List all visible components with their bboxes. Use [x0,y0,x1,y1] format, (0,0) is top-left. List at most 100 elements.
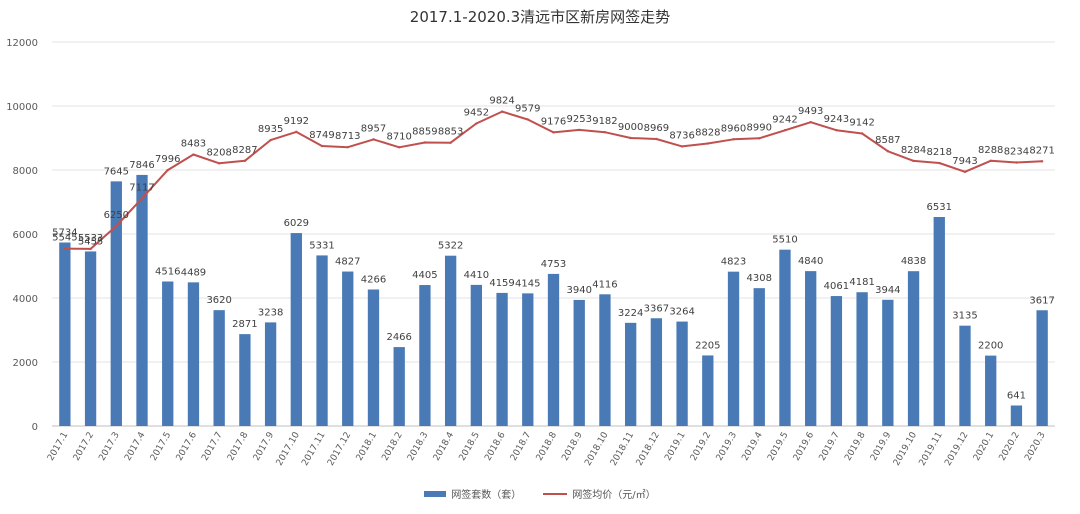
bar [727,271,740,426]
x-tick-label: 2018.10 [583,430,610,467]
bar [110,181,122,426]
line-point [140,197,144,200]
bar [779,249,791,426]
legend-label-bar: 网签套数（套） [451,490,522,501]
bar [1036,310,1048,426]
x-tick-label: 2019.7 [818,431,842,463]
bar-value-label: 2466 [386,332,411,343]
x-tick-label: 2017.12 [326,431,353,468]
line-point [552,131,555,134]
bar-value-label: 3135 [952,311,977,322]
legend-swatch-bar [424,490,447,497]
line-point [115,224,118,228]
legend-item-bar[interactable]: 网签套数（套） [424,486,521,501]
bar-series [59,174,1048,426]
bar [753,288,765,426]
line-value-label: 8736 [669,130,694,141]
y-tick-label: 0 [32,422,38,433]
x-tick-label: 2020.2 [998,431,1022,463]
line-point [603,130,607,134]
bar [393,347,405,426]
bar [213,310,225,426]
line-value-label: 8990 [747,122,772,133]
bar [907,271,920,426]
bar [187,282,200,426]
bar [933,217,945,426]
x-tick-label: 2020.3 [1023,431,1047,463]
line-point [192,153,195,156]
line-value-label: 8969 [644,123,669,134]
line-value-label: 9142 [849,117,874,128]
line-value-label: 7996 [155,154,180,165]
x-tick-label: 2018.3 [406,431,430,463]
line-point [346,145,349,149]
bar [959,325,971,426]
line-value-label: 8713 [335,131,360,142]
bar-value-label: 7645 [104,166,129,177]
y-tick-label: 6000 [13,230,38,241]
line-point [912,159,915,163]
line-value-label: 9000 [618,122,643,133]
bar-value-label: 4181 [849,277,874,288]
legend-label-line: 网签均价（元/㎡） [572,490,656,501]
x-tick-label: 2017.9 [252,430,277,463]
line-point [475,122,478,125]
line-point [629,136,632,140]
line-point [783,129,787,132]
bar [573,299,585,426]
bar [419,285,431,426]
bar-value-label: 4823 [721,257,746,268]
bar-value-label: 4308 [747,273,772,284]
line-series [63,110,1044,251]
bar [59,242,71,426]
bar-value-label: 4405 [412,270,437,281]
line-value-label: 8288 [978,145,1003,156]
bar [830,296,843,426]
line-value-label: 8960 [721,123,746,134]
line-value-label: 6250 [104,210,129,221]
bar-value-label: 6029 [284,218,309,229]
x-tick-label: 2018.8 [535,430,560,463]
bar [676,321,688,426]
x-tick-label: 2017.3 [97,431,121,463]
bar-value-label: 4753 [541,259,566,270]
line-value-label: 8749 [309,130,334,141]
line-value-label: 9176 [541,116,566,127]
line-value-label: 8284 [901,145,926,156]
line-point [423,141,427,144]
x-tick-label: 2018.1 [355,431,379,463]
line-point [860,132,864,135]
line-point [63,247,67,250]
line-value-label: 8587 [875,135,900,146]
line-value-label: 8853 [438,127,463,138]
line-point [217,162,221,165]
line-value-label: 9242 [772,114,797,125]
y-tick-label: 4000 [13,294,38,305]
line-value-label: 5533 [78,233,103,244]
bar [444,255,457,426]
x-tick-label: 2019.11 [918,431,945,468]
line-point [397,146,401,149]
bar-value-label: 5455 [78,236,103,247]
line-point [938,161,941,165]
bar-value-label: 7846 [129,160,154,171]
bar [650,318,663,426]
line-value-label: 9192 [284,116,309,127]
line-point [706,142,710,145]
x-tick-label: 2017.11 [300,431,327,468]
legend-item-line[interactable]: 网签均价（元/㎡） [543,486,656,501]
line-value-label: 8208 [206,147,231,158]
bar-value-label: 4840 [798,256,823,267]
bar-value-label: 4145 [515,278,540,289]
x-tick-label: 2017.1 [46,431,70,463]
bar-value-label: 4410 [464,270,489,281]
line-point [449,141,452,144]
bar-value-label: 3367 [644,303,669,314]
bar-value-label: 3620 [206,295,231,306]
x-tick-label: 2018.5 [458,431,482,463]
bar-value-label: 641 [1007,390,1026,401]
x-tick-label: 2017.2 [72,431,96,463]
bar [136,174,148,426]
bar-value-label: 3264 [669,307,694,318]
